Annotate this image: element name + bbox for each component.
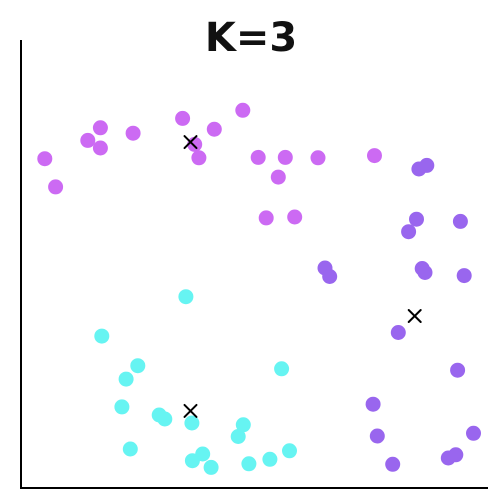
- cluster-1-point-3: [92, 140, 108, 156]
- chart-title: K=3: [205, 15, 297, 61]
- cluster-3-point-9: [184, 415, 200, 431]
- cluster-3-point-15: [203, 459, 219, 475]
- cluster-3-point-2: [94, 328, 110, 344]
- cluster-3-point-12: [122, 441, 138, 457]
- cluster-2-point-4: [409, 211, 424, 227]
- cluster-2-point-13: [365, 396, 381, 412]
- cluster-2-point-8: [456, 268, 472, 284]
- cluster-2-point-5: [452, 213, 468, 229]
- cluster-2-point-11: [390, 325, 406, 340]
- cluster-2-point-16: [385, 456, 401, 472]
- cluster-1-point-7: [175, 110, 191, 126]
- cluster-2-point-14: [369, 428, 385, 444]
- cluster-1-point-11: [191, 150, 207, 166]
- cluster-1-point-16: [287, 209, 303, 225]
- cluster-3-point-5: [274, 361, 290, 377]
- cluster-3-point-1: [178, 289, 194, 305]
- cluster-2-point-18: [448, 447, 464, 463]
- cluster-1-point-4: [80, 132, 96, 148]
- cluster-2-point-15: [466, 425, 481, 441]
- cluster-2-point-12: [450, 362, 466, 378]
- cluster-3-point-10: [235, 417, 251, 433]
- cluster-1-point-6: [48, 179, 64, 195]
- cluster-3-point-14: [184, 453, 200, 469]
- centroid-1-marker: [183, 135, 198, 150]
- cluster-3-point-11: [230, 429, 246, 444]
- cluster-3-point-17: [262, 451, 278, 467]
- data-points: [37, 102, 481, 475]
- cluster-3-point-18: [241, 456, 257, 472]
- cluster-1-point-14: [277, 149, 293, 165]
- cluster-2-point-2: [411, 161, 427, 177]
- cluster-1-point-1: [92, 120, 108, 136]
- cluster-2-point-3: [401, 224, 417, 240]
- centroid-2-marker: [407, 309, 422, 323]
- cluster-1-point-13: [310, 150, 326, 166]
- cluster-1-point-8: [206, 121, 222, 137]
- centroid-markers: [183, 135, 422, 418]
- cluster-2-point-10: [322, 269, 338, 284]
- cluster-1-point-17: [258, 210, 274, 226]
- cluster-3-point-6: [114, 399, 130, 415]
- cluster-3-point-16: [282, 443, 297, 459]
- cluster-3-point-3: [130, 358, 146, 374]
- cluster-1-point-18: [367, 148, 382, 164]
- cluster-3-point-4: [118, 371, 134, 387]
- cluster-2-point-7: [417, 265, 433, 280]
- cluster-1-point-12: [250, 149, 266, 165]
- cluster-1-point-2: [125, 125, 141, 141]
- cluster-1-point-15: [270, 169, 286, 185]
- cluster-1-point-9: [235, 102, 251, 118]
- cluster-1-point-5: [37, 151, 53, 167]
- cluster-3-point-8: [157, 411, 173, 427]
- centroid-3-marker: [183, 403, 198, 418]
